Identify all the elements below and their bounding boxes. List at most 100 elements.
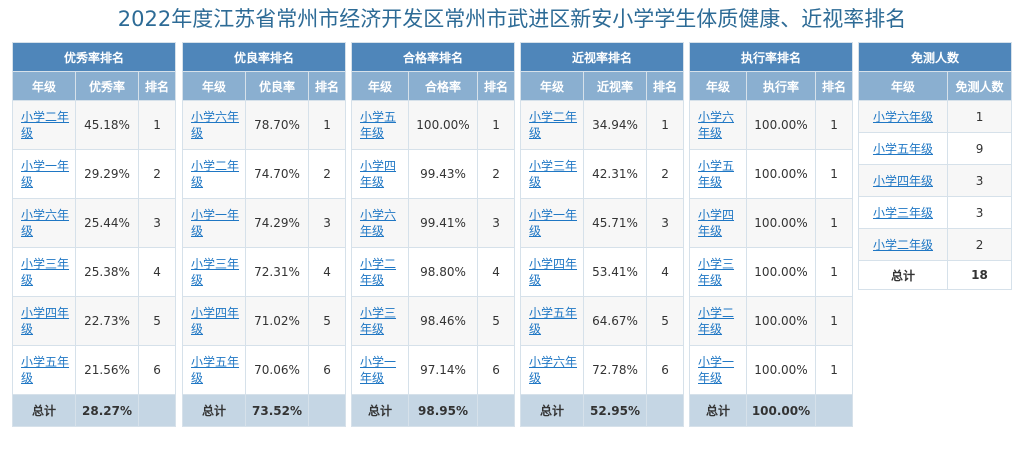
grade-link[interactable]: 小学三年级 [698,257,735,287]
excellent-rate-table: 优秀率排名 年级 优秀率 排名 小学二年级 45.18% 1 小学一年级 29.… [11,42,177,427]
rate-value: 45.71% [583,198,647,248]
table-row: 小学六年级 1 [858,100,1013,133]
grade-link[interactable]: 小学六年级 [529,355,578,385]
rate-value: 74.29% [245,198,309,248]
grade-link[interactable]: 小学二年级 [360,257,397,287]
count-value: 3 [946,164,1013,197]
grade-link[interactable]: 小学三年级 [529,159,578,189]
total-value: 100.00% [746,394,816,427]
rank-value: 6 [137,345,177,395]
rate-value: 100.00% [746,345,816,395]
table-row: 小学三年级 3 [858,196,1013,229]
rank-value: 3 [645,198,685,248]
table-row: 小学六年级 72.78% 6 [520,345,685,395]
total-value: 18 [946,260,1013,290]
grade-link[interactable]: 小学五年级 [529,306,578,336]
good-rate-table: 优良率排名 年级 优良率 排名 小学六年级 78.70% 1 小学二年级 74.… [181,42,347,427]
rank-header: 排名 [476,71,516,101]
table-row: 小学一年级 100.00% 1 [689,345,854,395]
rank-value: 5 [476,296,516,346]
count-value: 2 [946,228,1013,261]
rank-value: 2 [476,149,516,199]
grade-link[interactable]: 小学五年级 [872,141,933,156]
total-value: 52.95% [583,394,647,427]
grade-link[interactable]: 小学一年级 [191,208,240,238]
rank-value: 5 [645,296,685,346]
total-row: 总计 18 [858,260,1013,290]
grade-link[interactable]: 小学二年级 [191,159,240,189]
grade-link[interactable]: 小学四年级 [698,208,735,238]
rate-value: 99.43% [408,149,478,199]
table-row: 小学一年级 97.14% 6 [351,345,516,395]
table-row: 小学二年级 2 [858,228,1013,261]
grade-link[interactable]: 小学一年级 [360,355,397,385]
rank-value: 6 [645,345,685,395]
table-row: 小学四年级 53.41% 4 [520,247,685,297]
grade-link[interactable]: 小学四年级 [529,257,578,287]
rank-value: 5 [137,296,177,346]
grade-link[interactable]: 小学六年级 [698,110,735,140]
table-row: 小学二年级 98.80% 4 [351,247,516,297]
grade-link[interactable]: 小学三年级 [21,257,70,287]
rate-value: 100.00% [746,198,816,248]
total-label: 总计 [351,394,409,427]
grade-link[interactable]: 小学四年级 [872,173,933,188]
grade-link[interactable]: 小学一年级 [529,208,578,238]
rank-value: 1 [814,100,854,150]
table-row: 小学二年级 100.00% 1 [689,296,854,346]
rate-value: 34.94% [583,100,647,150]
table-row: 小学五年级 64.67% 5 [520,296,685,346]
rate-value: 74.70% [245,149,309,199]
table-row: 小学三年级 42.31% 2 [520,149,685,199]
table-row: 小学五年级 21.56% 6 [12,345,177,395]
grade-link[interactable]: 小学二年级 [872,237,933,252]
grade-link[interactable]: 小学四年级 [191,306,240,336]
grade-link[interactable]: 小学六年级 [360,208,397,238]
rate-value: 97.14% [408,345,478,395]
table-row: 小学六年级 100.00% 1 [689,100,854,150]
grade-link[interactable]: 小学五年级 [698,159,735,189]
grade-link[interactable]: 小学五年级 [21,355,70,385]
rate-value: 53.41% [583,247,647,297]
grade-link[interactable]: 小学三年级 [360,306,397,336]
grade-link[interactable]: 小学六年级 [191,110,240,140]
grade-link[interactable]: 小学三年级 [872,205,933,220]
rank-header: 排名 [814,71,854,101]
count-value: 9 [946,132,1013,165]
total-row: 总计 52.95% [520,394,685,427]
rank-value: 6 [476,345,516,395]
rank-value: 1 [814,296,854,346]
grade-link[interactable]: 小学五年级 [191,355,240,385]
metric-header: 合格率 [408,71,478,101]
table-row: 小学三年级 25.38% 4 [12,247,177,297]
table-row: 小学六年级 99.41% 3 [351,198,516,248]
table-row: 小学二年级 34.94% 1 [520,100,685,150]
grade-link[interactable]: 小学四年级 [360,159,397,189]
grade-link[interactable]: 小学六年级 [21,208,70,238]
rank-value: 4 [645,247,685,297]
grade-link[interactable]: 小学二年级 [529,110,578,140]
table-row: 小学三年级 100.00% 1 [689,247,854,297]
page-title: 2022年度江苏省常州市经济开发区常州市武进区新安小学学生体质健康、近视率排名 [117,7,907,31]
rank-value: 1 [137,100,177,150]
grade-link[interactable]: 小学六年级 [872,109,933,124]
grade-link[interactable]: 小学三年级 [191,257,240,287]
rate-value: 42.31% [583,149,647,199]
grade-link[interactable]: 小学一年级 [698,355,735,385]
rate-value: 64.67% [583,296,647,346]
rank-value: 1 [645,100,685,150]
grade-header: 年级 [858,71,948,101]
grade-link[interactable]: 小学四年级 [21,306,70,336]
rank-header: 排名 [645,71,685,101]
grade-link[interactable]: 小学五年级 [360,110,397,140]
grade-link[interactable]: 小学一年级 [21,159,70,189]
rank-header: 排名 [307,71,347,101]
grade-header: 年级 [689,71,747,101]
grade-link[interactable]: 小学二年级 [21,110,70,140]
grade-link[interactable]: 小学二年级 [698,306,735,336]
table-caption: 近视率排名 [519,42,685,72]
rank-value: 1 [814,149,854,199]
table-row: 小学三年级 72.31% 4 [182,247,347,297]
total-row: 总计 28.27% [12,394,177,427]
table-row: 小学四年级 22.73% 5 [12,296,177,346]
